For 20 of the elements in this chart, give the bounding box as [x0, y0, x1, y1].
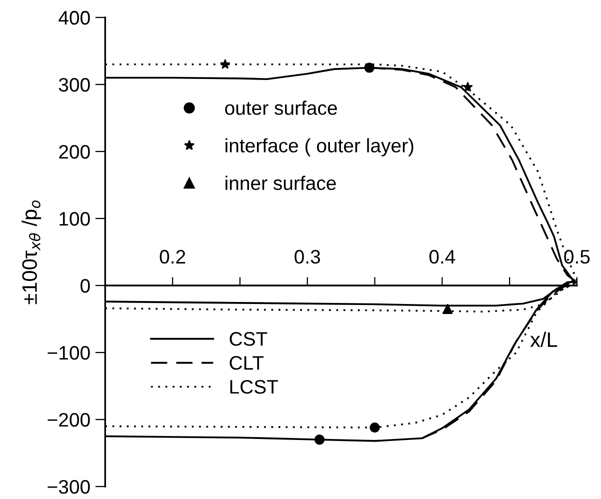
x-tick-label: 0.3 — [294, 250, 320, 264]
legend-label: inner surface — [226, 176, 336, 190]
y-tick-label: −100 — [48, 346, 90, 360]
y-tick-label: −200 — [48, 412, 90, 427]
x-tick-label: 0.5 — [564, 250, 590, 264]
x-axis-title: x/L — [530, 332, 558, 348]
y-tick-label: 400 — [58, 10, 90, 25]
y-tick-label: 100 — [60, 212, 90, 226]
legend-label: outer surface — [225, 100, 337, 115]
y-axis-title: ±100τ$_{xθ}$ /p$_{o}$ — [22, 200, 42, 304]
y-tick-label: 200 — [59, 144, 90, 159]
x-tick-label: 0.4 — [429, 250, 456, 264]
legend-label: interface ( outer layer) — [226, 138, 414, 156]
legend-label: CST — [230, 332, 268, 346]
legend-label: LCST — [230, 380, 278, 394]
y-tick-label: −300 — [48, 480, 90, 494]
y-tick-label: 300 — [58, 78, 90, 92]
x-tick-label: 0.2 — [160, 250, 186, 264]
legend-label: CLT — [230, 356, 264, 370]
y-tick-label: 0 — [80, 278, 90, 293]
